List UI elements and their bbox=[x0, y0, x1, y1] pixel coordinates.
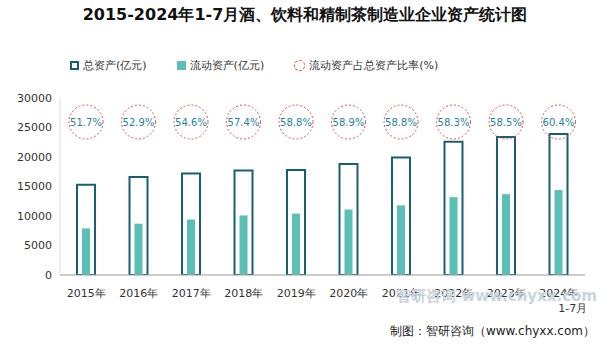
html-text:流动资产(亿元): 流动资产(亿元) bbox=[189, 59, 265, 72]
svg-text:0: 0 bbox=[45, 269, 52, 282]
html-text:2024年: 2024年 bbox=[539, 287, 579, 300]
svg-text:58.3%: 58.3% bbox=[438, 117, 470, 128]
html-text:2015-2024年1-7月酒、饮料和精制茶制造业企业资产统: 2015-2024年1-7月酒、饮料和精制茶制造业企业资产统计图 bbox=[82, 5, 528, 24]
svg-text:51.7%: 51.7% bbox=[70, 117, 102, 128]
html-text:总资产(亿元): 总资产(亿元) bbox=[83, 59, 147, 72]
html-text:1-7月: 1-7月 bbox=[558, 302, 588, 315]
svg-text:2019年: 2019年 bbox=[277, 287, 316, 300]
svg-text:58.9%: 58.9% bbox=[333, 117, 365, 128]
html-text:智研咨询 www.chyxx.com: 智研咨询 www.chyxx.com bbox=[396, 287, 597, 305]
svg-text:52.9%: 52.9% bbox=[123, 117, 155, 128]
svg-text:25000: 25000 bbox=[17, 121, 52, 134]
svg-text:54.6%: 54.6% bbox=[175, 117, 207, 128]
svg-text:58.8%: 58.8% bbox=[280, 117, 312, 128]
svg-text:15000: 15000 bbox=[17, 180, 52, 193]
svg-text:58.5%: 58.5% bbox=[490, 117, 522, 128]
svg-text:2020年: 2020年 bbox=[329, 287, 368, 300]
svg-text:2017年: 2017年 bbox=[172, 287, 211, 300]
svg-text:30000: 30000 bbox=[17, 92, 52, 105]
svg-text:58.8%: 58.8% bbox=[385, 117, 417, 128]
svg-text:20000: 20000 bbox=[17, 151, 52, 164]
svg-text:5000: 5000 bbox=[24, 239, 52, 252]
svg-text:10000: 10000 bbox=[17, 210, 52, 223]
svg-text:2018年: 2018年 bbox=[224, 287, 263, 300]
svg-text:60.4%: 60.4% bbox=[543, 117, 575, 128]
html-text:制图：智研咨询（www.chyxx.com）: 制图：智研咨询（www.chyxx.com） bbox=[389, 324, 595, 338]
svg-text:2015年: 2015年 bbox=[67, 287, 106, 300]
html-text:流动资产占总资产比率(%): 流动资产占总资产比率(%) bbox=[309, 59, 439, 72]
svg-text:57.4%: 57.4% bbox=[228, 117, 260, 128]
svg-text:2016年: 2016年 bbox=[119, 287, 158, 300]
